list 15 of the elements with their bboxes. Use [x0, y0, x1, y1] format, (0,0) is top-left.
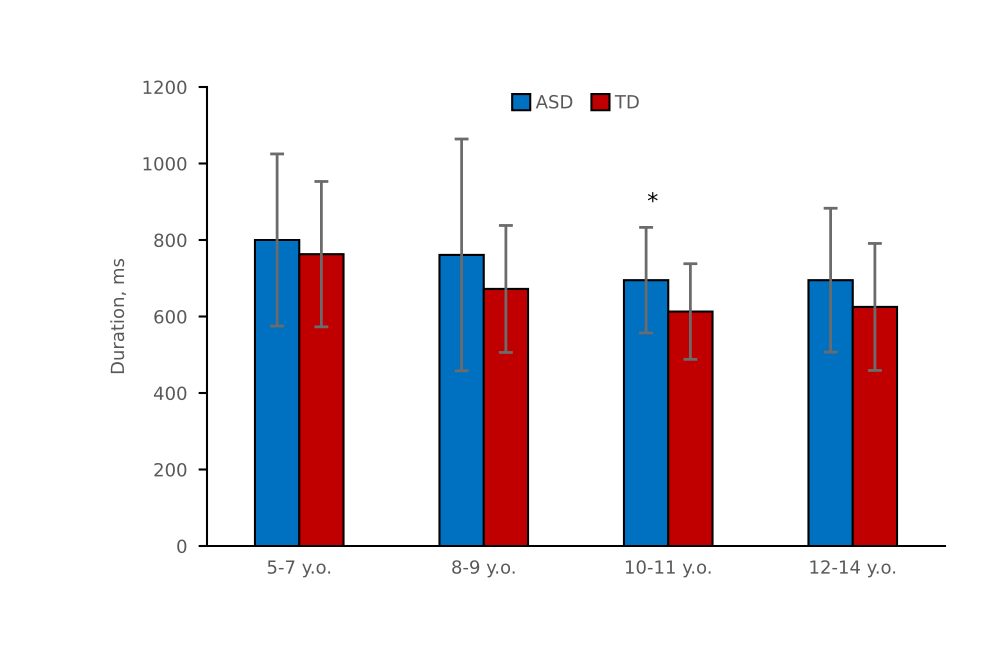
- x-tick-label: 5-7 y.o.: [268, 560, 330, 578]
- y-tick-label: 400: [154, 386, 186, 400]
- y-tick-label: 200: [154, 462, 186, 477]
- y-tick-label: 1000: [144, 156, 186, 171]
- y-tick-label: 1200: [144, 80, 186, 94]
- y-axis-title: Duration, ms: [110, 258, 126, 374]
- y-tick-label: 800: [154, 233, 186, 248]
- y-tick-label: 600: [154, 310, 186, 324]
- y-tick-label: 0: [177, 539, 186, 554]
- annotation: *: [648, 192, 658, 202]
- x-tick-label: 8-9 y.o.: [452, 560, 515, 578]
- x-tick-label: 12-14 y.o.: [810, 560, 896, 578]
- legend-label: TD: [614, 95, 639, 108]
- x-tick-label: 10-11 y.o.: [626, 560, 711, 578]
- legend-label: ASD: [536, 94, 572, 109]
